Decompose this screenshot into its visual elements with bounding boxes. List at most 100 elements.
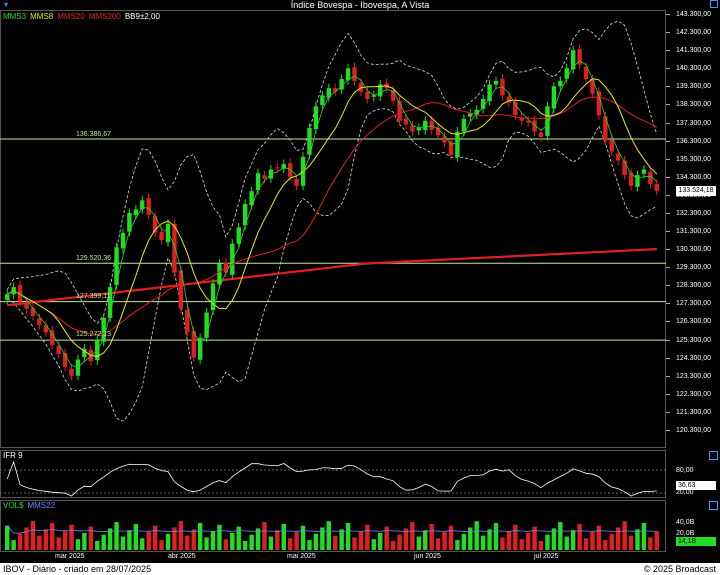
candle-body (313, 106, 319, 130)
candle-body (583, 66, 589, 80)
candle-body (641, 169, 647, 174)
price-tick-mark (666, 32, 670, 34)
candle-body (236, 227, 241, 244)
volume-bar (654, 531, 659, 550)
candle-body (365, 91, 370, 100)
candle-body (133, 209, 139, 216)
volume-bar (545, 534, 550, 550)
candle-body (326, 88, 331, 98)
volume-bar (62, 531, 68, 550)
volume-bar (609, 533, 614, 550)
volume-bar (307, 540, 312, 550)
volume-bar (172, 527, 177, 550)
price-tick-label: 124.300,00 (676, 354, 712, 362)
candle-body (371, 95, 377, 97)
candle-body (455, 131, 460, 158)
candle-body (654, 184, 659, 191)
volume-bar (300, 525, 306, 550)
candle-body (442, 136, 447, 143)
volume-bar (648, 537, 653, 550)
candle-body (435, 127, 441, 136)
candle-body (390, 90, 396, 101)
chart-menu-icon[interactable]: ▾ (3, 0, 8, 9)
maximize-icon[interactable] (710, 0, 718, 8)
volume-bar (474, 521, 479, 550)
level-label-1: 136.386,67 (76, 131, 112, 138)
volume-bar (191, 529, 196, 550)
candle-body (255, 173, 261, 191)
legend-mms3: MMS3 (3, 12, 27, 21)
sma200-line (7, 248, 657, 307)
volume-bar (403, 528, 409, 550)
price-tick-label: 131.300,00 (676, 228, 712, 236)
month-label-abr: abr 2025 (168, 553, 196, 560)
candle-body (30, 307, 36, 317)
volume-bar (88, 526, 94, 550)
volume-bar (570, 530, 576, 550)
volume-bar (519, 539, 524, 550)
candle-body (551, 86, 557, 109)
sma8-line (6, 78, 658, 357)
price-tick-mark (666, 194, 670, 196)
candle-body (628, 172, 634, 186)
volume-bar (532, 526, 537, 550)
volume-bar (506, 531, 512, 550)
volume-bar (82, 532, 87, 550)
volume-panel[interactable] (0, 500, 666, 552)
volume-bar (5, 525, 10, 550)
volume-bar (390, 541, 396, 550)
volume-bar (320, 527, 325, 550)
candle-body (140, 200, 145, 210)
volume-bar (114, 522, 119, 550)
volume-bar (622, 521, 627, 550)
candle-body (82, 348, 87, 358)
volume-sma22-line (6, 525, 657, 534)
vol-tick-20: 20,0B (676, 530, 695, 537)
volume-bar (204, 537, 209, 550)
price-tick-mark (666, 212, 670, 214)
price-tick-label: 120.300,00 (676, 427, 712, 434)
candle-body (294, 178, 299, 186)
volume-bar (230, 532, 235, 550)
last-price-tag: 133.524,18 (676, 186, 716, 196)
rsi-maximize-icon[interactable] (709, 451, 718, 460)
price-tick-label: 127.300,00 (676, 300, 712, 308)
price-tick-mark (666, 231, 670, 233)
candle-body (69, 368, 74, 376)
footer-left: IBOV - Diário - criado em 28/07/2025 (3, 564, 152, 574)
candle-body (262, 175, 267, 179)
legend-bb: BB9±2,00 (124, 12, 160, 21)
price-tick-label: 139.300,00 (676, 83, 712, 91)
volume-bar (365, 524, 370, 550)
price-axis[interactable]: 143.300,00 142.300,00 141.300,00 140.300,00… (666, 10, 720, 448)
price-tick-mark (666, 249, 670, 251)
volume-bar (95, 541, 100, 550)
price-tick-label: 121.300,00 (676, 408, 712, 416)
price-tick-mark (666, 68, 670, 70)
volume-maximize-icon[interactable] (709, 501, 718, 510)
price-tick-label: 136.300,00 (676, 137, 712, 145)
price-tick-mark (666, 267, 670, 269)
candle-body (410, 125, 415, 132)
month-label-mai: mai 2025 (287, 553, 316, 560)
price-tick-label: 142.300,00 (676, 29, 712, 37)
volume-bar (255, 528, 261, 550)
candle-body (480, 99, 486, 109)
month-label-mar: mar 2025 (55, 553, 85, 560)
footer-right: © 2025 Broadcast (643, 564, 716, 574)
volume-bar (249, 534, 254, 550)
candle-body (403, 118, 409, 125)
price-tick-mark (666, 50, 670, 52)
rsi-panel[interactable] (0, 450, 666, 498)
level-label-2: 129.520,36 (76, 255, 112, 262)
candle-body (43, 325, 49, 333)
candle-body (191, 331, 196, 358)
price-panel[interactable] (0, 10, 666, 448)
volume-bar (583, 538, 589, 550)
volume-bar (564, 536, 569, 550)
volume-bar (538, 541, 544, 550)
volume-bar (24, 527, 29, 550)
volume-bar (120, 536, 126, 550)
